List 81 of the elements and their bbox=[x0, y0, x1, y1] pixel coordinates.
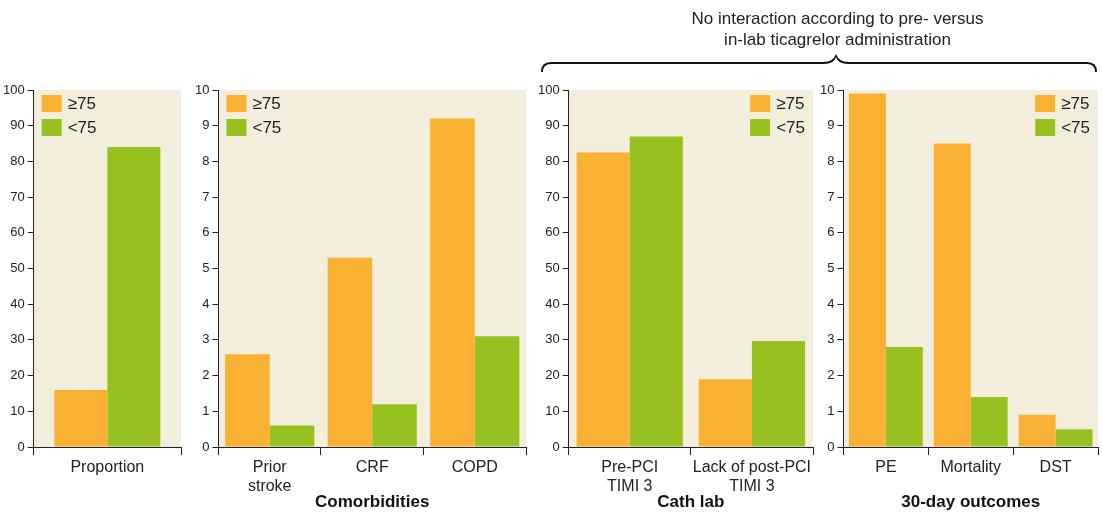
y-tick-label: 90 bbox=[545, 117, 560, 133]
y-tick-label: 70 bbox=[10, 188, 25, 204]
y-tick-label: 5 bbox=[202, 260, 210, 276]
x-tick-label: CRF bbox=[355, 458, 389, 476]
legend-label: ≥75 bbox=[1061, 93, 1090, 113]
y-tick-label: 100 bbox=[537, 81, 560, 97]
legend-label: <75 bbox=[252, 117, 282, 137]
bar bbox=[933, 143, 971, 447]
bar bbox=[225, 354, 270, 447]
bar bbox=[327, 257, 373, 447]
x-tick-label: PE bbox=[875, 458, 897, 476]
bar bbox=[848, 93, 886, 447]
x-tick-label: COPD bbox=[451, 458, 498, 476]
x-tick-label: Lack of post-PCI TIMI 3 bbox=[692, 458, 812, 495]
y-tick-label: 60 bbox=[545, 224, 560, 240]
x-tick-label: DST bbox=[1039, 458, 1072, 476]
bar bbox=[1018, 414, 1056, 447]
bar bbox=[372, 404, 417, 447]
y-tick-label: 40 bbox=[545, 295, 560, 311]
bar bbox=[970, 397, 1008, 447]
y-tick-label: 50 bbox=[545, 260, 560, 276]
y-tick-label: 8 bbox=[827, 152, 835, 168]
bar bbox=[474, 336, 520, 447]
y-tick-label: 1 bbox=[827, 402, 835, 418]
legend-label: <75 bbox=[1061, 117, 1091, 137]
y-tick-label: 7 bbox=[827, 188, 835, 204]
x-tick-label: Prior stroke bbox=[247, 458, 292, 495]
legend-label: ≥75 bbox=[67, 93, 96, 113]
y-tick-label: 0 bbox=[552, 438, 560, 454]
y-tick-label: 8 bbox=[202, 152, 210, 168]
y-tick-label: 100 bbox=[2, 81, 25, 97]
y-tick-label: 40 bbox=[10, 295, 25, 311]
bar bbox=[1055, 429, 1093, 447]
y-tick-label: 3 bbox=[827, 331, 835, 347]
y-tick-label: 60 bbox=[10, 224, 25, 240]
y-tick-label: 7 bbox=[202, 188, 210, 204]
y-tick-label: 80 bbox=[10, 152, 25, 168]
bar bbox=[576, 152, 630, 447]
bar bbox=[751, 340, 806, 447]
y-tick-label: 30 bbox=[545, 331, 560, 347]
bar bbox=[269, 425, 315, 447]
y-tick-label: 0 bbox=[202, 438, 210, 454]
legend-label: <75 bbox=[67, 117, 97, 137]
y-tick-label: 4 bbox=[827, 295, 835, 311]
y-tick-label: 80 bbox=[545, 152, 560, 168]
x-axis-title: Cath lab bbox=[657, 492, 725, 512]
y-tick-label: 9 bbox=[202, 117, 210, 133]
y-tick-label: 0 bbox=[827, 438, 835, 454]
bar bbox=[698, 379, 752, 447]
legend-label: ≥75 bbox=[252, 93, 281, 113]
y-tick-label: 6 bbox=[827, 224, 835, 240]
y-tick-label: 10 bbox=[819, 81, 835, 97]
y-tick-label: 90 bbox=[10, 117, 25, 133]
legend-label: ≥75 bbox=[776, 93, 805, 113]
y-tick-label: 20 bbox=[545, 367, 560, 383]
y-tick-label: 6 bbox=[202, 224, 210, 240]
text: No interaction according to pre- versus in-lab ticagrelor administration bbox=[690, 8, 985, 50]
y-tick-label: 50 bbox=[10, 260, 25, 276]
x-axis-title: 30-day outcomes bbox=[901, 492, 1041, 512]
x-tick-label: Mortality bbox=[940, 458, 1001, 476]
y-tick-label: 10 bbox=[194, 81, 210, 97]
y-tick-label: 2 bbox=[202, 367, 210, 383]
y-tick-label: 10 bbox=[10, 402, 25, 418]
y-tick-label: 0 bbox=[17, 438, 25, 454]
y-tick-label: 10 bbox=[545, 402, 560, 418]
y-tick-label: 30 bbox=[10, 331, 25, 347]
y-tick-label: 3 bbox=[202, 331, 210, 347]
y-tick-label: 1 bbox=[202, 402, 210, 418]
x-tick-label: Proportion bbox=[70, 458, 145, 476]
bar bbox=[430, 118, 475, 447]
x-axis-title: Comorbidities bbox=[315, 492, 430, 512]
y-tick-label: 5 bbox=[827, 260, 835, 276]
y-tick-label: 9 bbox=[827, 117, 835, 133]
y-tick-label: 20 bbox=[10, 367, 25, 383]
legend-label: <75 bbox=[776, 117, 806, 137]
x-tick-label: Pre-PCI TIMI 3 bbox=[601, 458, 659, 495]
y-tick-label: 2 bbox=[827, 367, 835, 383]
bar bbox=[629, 136, 683, 447]
y-tick-label: 70 bbox=[545, 188, 560, 204]
y-tick-label: 4 bbox=[202, 295, 210, 311]
bar bbox=[885, 347, 923, 447]
